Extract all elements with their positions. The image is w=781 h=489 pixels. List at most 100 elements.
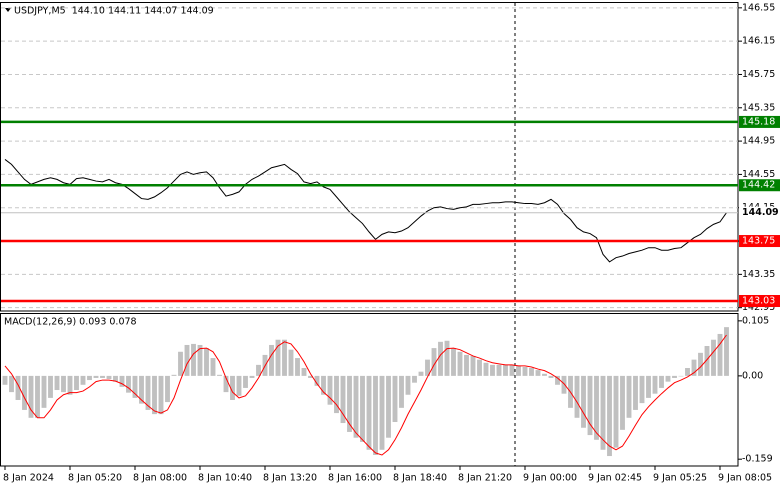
histogram-bar xyxy=(399,375,404,408)
histogram-bar xyxy=(191,343,196,376)
histogram-bar xyxy=(132,375,138,398)
histogram-bar xyxy=(451,348,456,376)
histogram-bar xyxy=(223,375,229,393)
y-tick-label: 146.55 xyxy=(742,2,775,13)
y-tick-label: 144.95 xyxy=(742,136,775,147)
x-tick-label: 8 Jan 2024 xyxy=(3,473,54,484)
histogram-bar xyxy=(386,375,391,438)
price-panel-frame xyxy=(0,2,739,312)
y-tick-label: 0.105 xyxy=(742,315,769,326)
histogram-bar xyxy=(587,375,593,436)
histogram-bar xyxy=(282,339,287,376)
macd-panel-frame xyxy=(0,313,739,467)
histogram-bar xyxy=(431,348,437,376)
x-tick-label: 9 Jan 05:25 xyxy=(653,473,707,484)
histogram-bar xyxy=(171,374,177,376)
histogram-bar xyxy=(522,366,528,376)
histogram-bar xyxy=(269,344,274,376)
histogram-bar xyxy=(412,375,417,383)
histogram-bar xyxy=(457,351,463,376)
histogram-bar xyxy=(35,375,40,418)
histogram-bar xyxy=(80,375,86,385)
level-label-box xyxy=(739,295,780,308)
histogram-bar xyxy=(165,375,170,403)
level-label-box xyxy=(739,115,780,128)
histogram-bar xyxy=(243,375,248,388)
histogram-bar xyxy=(678,375,684,377)
histogram-bar xyxy=(366,375,372,450)
level-label: 144.42 xyxy=(742,180,775,191)
histogram-bar xyxy=(581,375,586,428)
x-tick-label: 8 Jan 05:20 xyxy=(68,473,122,484)
histogram-bar xyxy=(646,375,651,398)
x-tick-label: 8 Jan 21:20 xyxy=(458,473,512,484)
histogram-bar xyxy=(113,375,118,382)
histogram-bar xyxy=(438,341,443,376)
histogram-bar xyxy=(425,359,430,376)
histogram-bar xyxy=(158,375,164,415)
histogram-bar xyxy=(210,358,216,376)
histogram-bar xyxy=(542,373,547,376)
histogram-bar xyxy=(87,375,92,381)
level-label: 145.18 xyxy=(742,116,775,127)
histogram-bar xyxy=(548,375,554,378)
histogram-bar xyxy=(652,375,658,394)
histogram-bar xyxy=(496,364,502,376)
histogram-bar xyxy=(321,375,326,395)
y-tick-label: 144.55 xyxy=(742,169,775,180)
quote: 144.10 144.11 144.07 144.09 xyxy=(72,6,214,17)
histogram-bar xyxy=(126,375,131,393)
current-price-box xyxy=(739,206,780,219)
histogram-bar xyxy=(301,368,307,376)
histogram-bar xyxy=(509,364,515,376)
histogram-bar xyxy=(529,368,534,376)
histogram-bar xyxy=(327,375,333,405)
histogram-bar xyxy=(633,375,638,410)
collapse-icon xyxy=(5,8,11,12)
histogram-bar xyxy=(41,375,47,408)
y-tick-label: 143.35 xyxy=(742,269,775,280)
price-line xyxy=(4,159,727,263)
histogram-bar xyxy=(392,375,398,422)
histogram-bar xyxy=(464,354,469,376)
histogram-bar xyxy=(594,375,599,440)
y-tick-label: -0.159 xyxy=(742,454,773,465)
histogram-bar xyxy=(691,359,697,376)
histogram-bar xyxy=(665,375,671,382)
x-tick-label: 8 Jan 16:00 xyxy=(328,473,382,484)
histogram-bar xyxy=(217,374,222,376)
histogram-bar xyxy=(373,375,378,455)
histogram-bar xyxy=(672,375,677,378)
histogram-bar xyxy=(15,375,21,400)
histogram-bar xyxy=(555,375,560,385)
histogram-bar xyxy=(275,339,281,376)
histogram-bar xyxy=(139,375,144,404)
histogram-bar xyxy=(178,351,183,376)
x-tick-label: 8 Jan 08:00 xyxy=(133,473,187,484)
y-tick-label: 142.95 xyxy=(742,302,775,313)
histogram-bar xyxy=(711,339,716,376)
signal-line xyxy=(4,334,727,456)
histogram-bar xyxy=(607,375,612,457)
histogram-bar xyxy=(535,370,541,376)
level-label-box xyxy=(739,235,780,248)
histogram-bar xyxy=(444,340,450,376)
histogram-bar xyxy=(288,349,294,376)
histogram-bar xyxy=(152,375,157,415)
histogram-bar xyxy=(360,375,365,442)
current-price-label: 144.09 xyxy=(742,207,779,218)
histogram-bar xyxy=(184,344,190,376)
histogram-bar xyxy=(600,375,606,450)
histogram-bar xyxy=(249,375,255,378)
chart-title: MACD(12,26,9) 0.093 0.078 xyxy=(4,317,137,328)
x-tick-label: 8 Jan 13:20 xyxy=(263,473,317,484)
histogram-bar xyxy=(93,375,99,378)
histogram-bar xyxy=(639,375,645,404)
histogram-bar xyxy=(119,375,125,387)
x-tick-label: 9 Jan 02:45 xyxy=(588,473,642,484)
histogram-bar xyxy=(106,375,112,380)
histogram-bar xyxy=(503,364,508,376)
histogram-bar xyxy=(516,365,521,376)
y-tick-label: 145.75 xyxy=(742,69,775,80)
